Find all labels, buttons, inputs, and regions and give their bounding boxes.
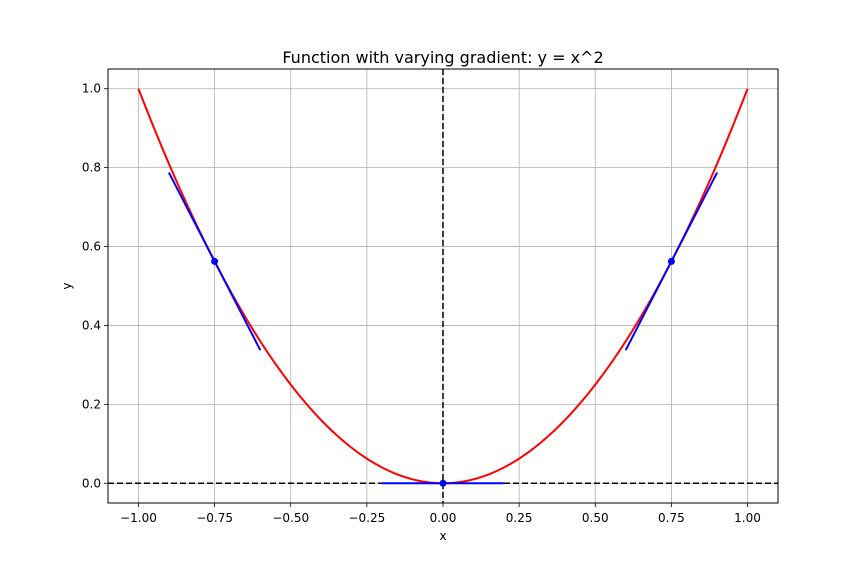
- x-axis-ticks: −1.00 −0.75 −0.50 −0.25 0.00 0.25 0.50 0.75 1.00: [120, 503, 761, 525]
- y-tick-label: 0.6: [82, 240, 101, 254]
- point-layer: [211, 257, 675, 487]
- x-tick-label: −0.50: [272, 511, 309, 525]
- y-tick-label: 1.0: [82, 82, 101, 96]
- y-axis-ticks: 0.0 0.2 0.4 0.6 0.8 1.0: [82, 82, 108, 490]
- y-tick-label: 0.2: [82, 397, 101, 411]
- y-tick-label: 0.8: [82, 161, 101, 175]
- tangent-point: [667, 257, 675, 265]
- tangent-point: [211, 257, 219, 265]
- x-tick-label: 0.00: [430, 511, 457, 525]
- x-tick-label: 0.50: [582, 511, 609, 525]
- tangent-point: [439, 479, 447, 487]
- x-tick-label: −0.25: [348, 511, 385, 525]
- x-tick-label: −0.75: [196, 511, 233, 525]
- chart-title: Function with varying gradient: y = x^2: [282, 48, 603, 67]
- x-tick-label: 0.25: [506, 511, 533, 525]
- y-axis-label: y: [60, 282, 74, 289]
- x-tick-label: 1.00: [734, 511, 761, 525]
- y-tick-label: 0.0: [82, 476, 101, 490]
- x-tick-label: −1.00: [120, 511, 157, 525]
- y-tick-label: 0.4: [82, 318, 101, 332]
- x-tick-label: 0.75: [658, 511, 685, 525]
- x-axis-label: x: [439, 529, 446, 543]
